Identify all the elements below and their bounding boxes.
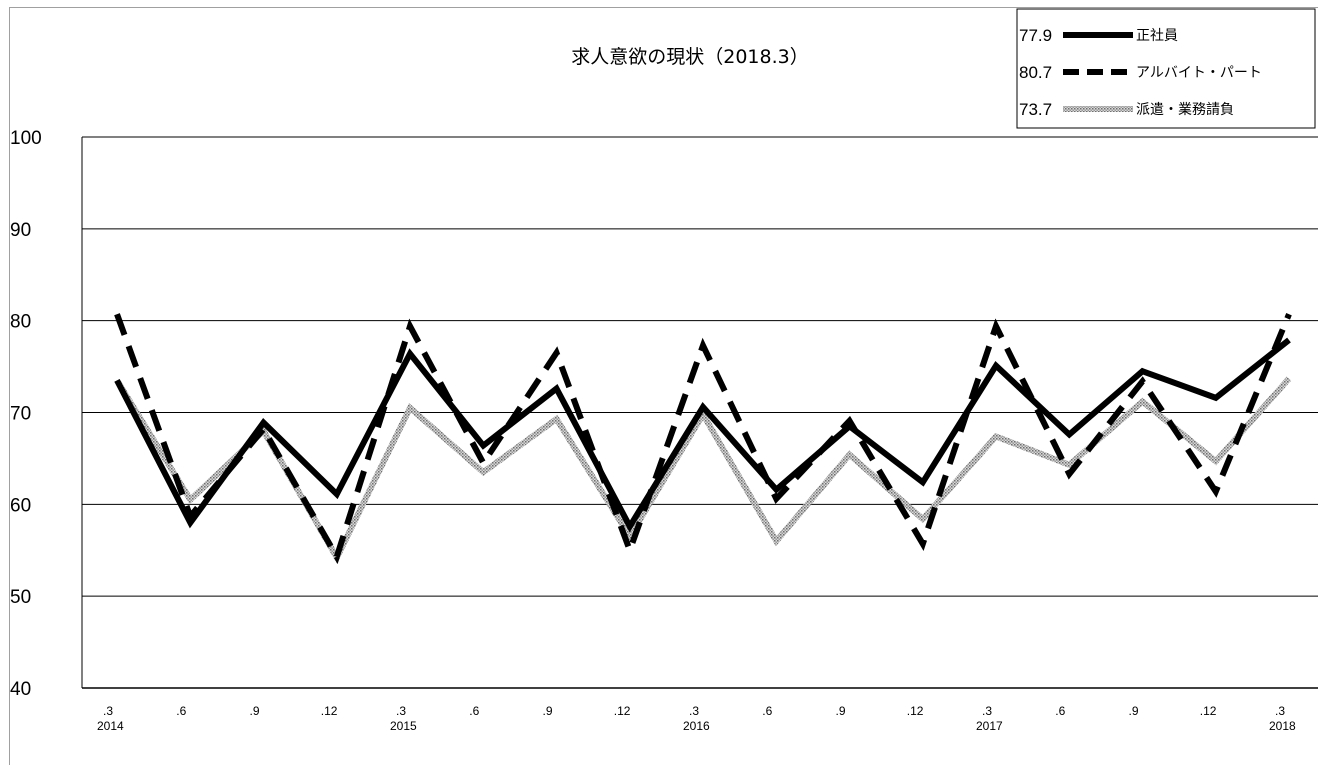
- x-tick-label: .3: [103, 704, 113, 718]
- x-year-label: 2018: [1269, 719, 1296, 733]
- x-tick-label: .12: [907, 704, 924, 718]
- x-tick-label: .9: [250, 704, 260, 718]
- y-tick-label: 60: [10, 495, 31, 516]
- x-tick-labels: .3.6.9.12.3.6.9.12.3.6.9.12.3.6.9.12.320…: [97, 704, 1296, 733]
- legend-value: 73.7: [1019, 100, 1052, 119]
- legend-value: 80.7: [1019, 63, 1052, 82]
- x-tick-label: .3: [982, 704, 992, 718]
- y-tick-label: 100: [10, 128, 42, 149]
- x-tick-label: .9: [543, 704, 553, 718]
- chart-frame: [9, 7, 1318, 765]
- y-tick-label: 40: [10, 679, 31, 700]
- y-tick-labels: 100 90 80 70 60 50 40: [10, 128, 42, 700]
- x-tick-label: .9: [1129, 704, 1139, 718]
- y-tick-label: 80: [10, 312, 31, 333]
- series-line-0: [114, 337, 1291, 533]
- x-tick-label: .6: [1055, 704, 1065, 718]
- x-tick-label: .3: [396, 704, 406, 718]
- legend-label: 正社員: [1136, 28, 1178, 44]
- x-tick-label: .12: [614, 704, 631, 718]
- y-tick-label: 50: [10, 587, 31, 608]
- x-year-label: 2016: [683, 719, 710, 733]
- x-tick-label: .3: [689, 704, 699, 718]
- legend: 77.9 正社員 80.7 アルバイト・パート 73.7 派遣・業務請負: [1016, 8, 1316, 129]
- legend-label: 派遣・業務請負: [1136, 102, 1234, 118]
- x-tick-label: .6: [176, 704, 186, 718]
- legend-value: 77.9: [1019, 26, 1052, 45]
- x-year-label: 2017: [976, 719, 1003, 733]
- x-tick-label: .6: [762, 704, 772, 718]
- legend-label: アルバイト・パート: [1136, 65, 1262, 81]
- x-tick-label: .3: [1275, 704, 1285, 718]
- x-tick-label: .9: [836, 704, 846, 718]
- series-lines: [114, 313, 1292, 565]
- x-tick-label: .12: [321, 704, 338, 718]
- x-year-label: 2014: [97, 719, 124, 733]
- y-tick-label: 90: [10, 220, 31, 241]
- legend-box: [1016, 8, 1316, 129]
- x-year-label: 2015: [390, 719, 417, 733]
- axes: [81, 137, 1318, 689]
- y-tick-label: 70: [10, 404, 31, 425]
- series-line-1: [114, 313, 1292, 565]
- gridlines: [82, 136, 1318, 597]
- chart-title: 求人意欲の現状（2018.3）: [571, 46, 808, 68]
- x-tick-label: .6: [469, 704, 479, 718]
- x-tick-label: .12: [1200, 704, 1217, 718]
